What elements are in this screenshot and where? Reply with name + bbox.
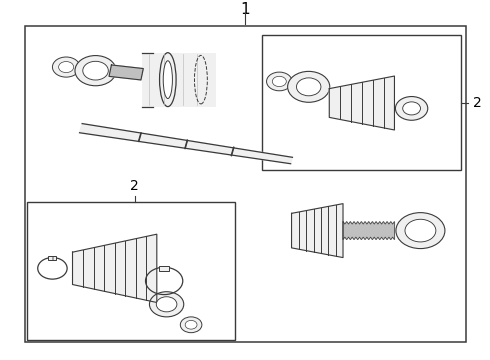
Circle shape: [272, 76, 286, 87]
Circle shape: [288, 71, 330, 102]
Text: 2: 2: [473, 96, 482, 110]
Text: 1: 1: [240, 2, 250, 17]
Bar: [262, 35, 461, 170]
Circle shape: [75, 55, 116, 86]
Polygon shape: [329, 76, 394, 130]
Polygon shape: [343, 222, 394, 240]
Circle shape: [156, 297, 177, 312]
Circle shape: [403, 102, 420, 115]
Bar: [142, 53, 216, 107]
Circle shape: [83, 61, 108, 80]
Text: 2: 2: [130, 179, 139, 193]
Polygon shape: [73, 234, 157, 302]
Circle shape: [180, 317, 202, 333]
Bar: [49, 256, 56, 260]
Bar: [27, 202, 235, 340]
Polygon shape: [109, 65, 143, 80]
Circle shape: [396, 213, 445, 248]
Circle shape: [52, 57, 80, 77]
Circle shape: [267, 72, 292, 91]
Bar: [159, 266, 169, 271]
Circle shape: [149, 292, 184, 317]
Circle shape: [296, 78, 321, 96]
Circle shape: [405, 219, 436, 242]
Polygon shape: [79, 123, 293, 164]
Circle shape: [395, 96, 428, 120]
Circle shape: [185, 320, 197, 329]
Polygon shape: [292, 204, 343, 257]
Circle shape: [59, 62, 74, 73]
Ellipse shape: [160, 53, 176, 107]
Ellipse shape: [163, 61, 172, 99]
Bar: [24, 26, 465, 342]
